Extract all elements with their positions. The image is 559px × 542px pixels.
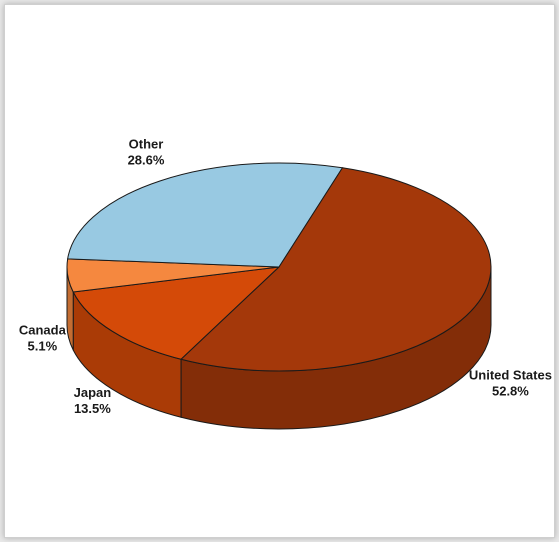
- slice-percent-japan: 13.5%: [74, 401, 111, 416]
- slice-percent-united-states: 52.8%: [492, 383, 529, 398]
- slice-label-japan: Japan: [74, 385, 112, 400]
- slice-percent-canada: 5.1%: [28, 339, 58, 354]
- slice-label-united-states: United States: [469, 367, 552, 382]
- chart-frame: Japan 13.5% Canada 5.1% Other 28.6% United Sta…: [4, 4, 555, 538]
- slice-label-other: Other: [129, 137, 164, 152]
- slice-percent-other: 28.6%: [128, 153, 165, 168]
- pie-slice-other: [67, 162, 344, 268]
- slice-label-canada: Canada: [19, 323, 67, 338]
- pie-slice-united-states: [180, 167, 492, 372]
- pie-slice-japan: [72, 266, 281, 360]
- pie-group: [66, 162, 492, 430]
